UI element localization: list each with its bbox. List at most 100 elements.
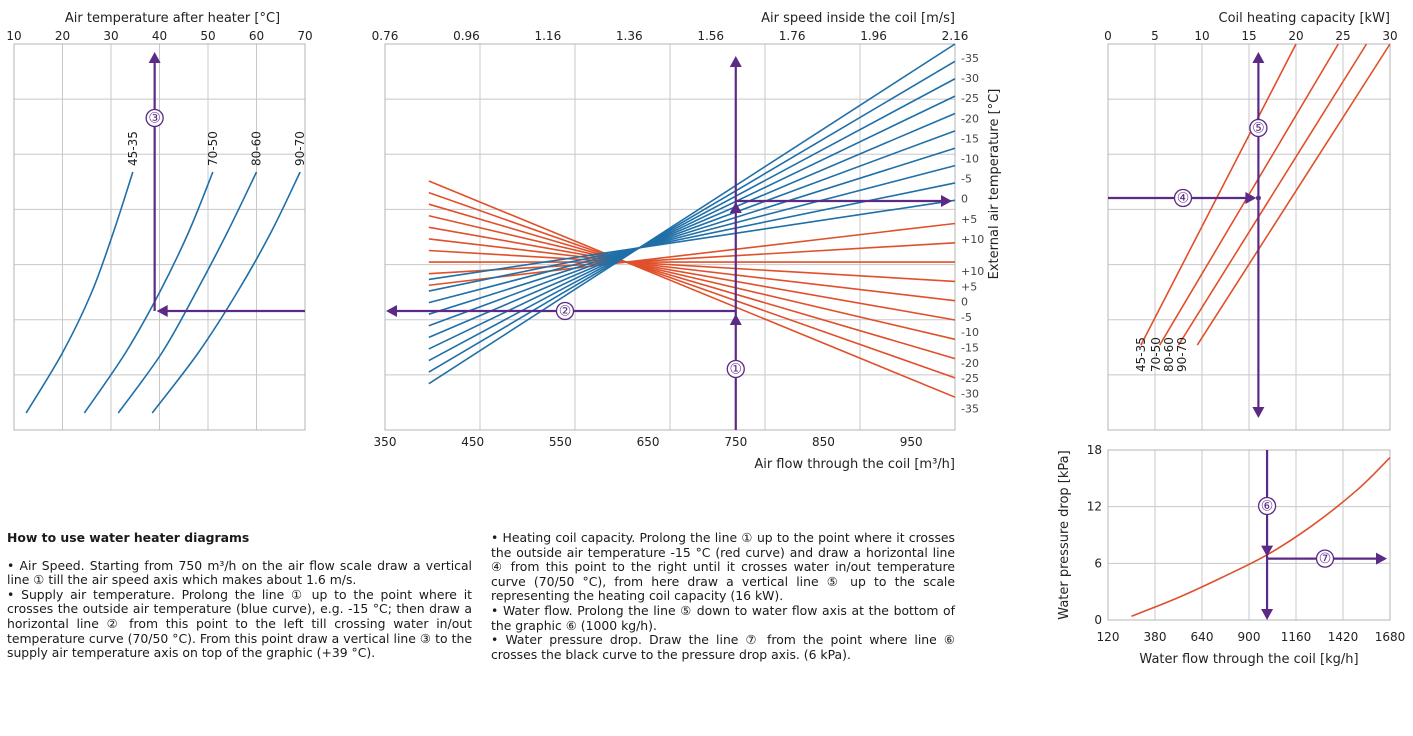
red-line--25 — [428, 203, 956, 360]
blue-series-label: -15 — [961, 342, 979, 355]
capacity-crossing-dot — [1255, 195, 1261, 201]
supply-curve-label: 80-60 — [250, 131, 264, 166]
red-series-label: -20 — [961, 112, 979, 125]
pressure-x-tick-label: 1160 — [1281, 630, 1312, 644]
arrow-5-head — [1252, 52, 1265, 63]
red-series-label: 0 — [961, 193, 968, 206]
supply-tick-label: 40 — [152, 29, 167, 43]
supply-axis-title: Air temperature after heater [°C] — [65, 11, 280, 26]
marker-5: ⑤ — [1252, 121, 1265, 137]
airflow-top-tick-label: 1.36 — [616, 29, 643, 43]
supply-tick-label: 30 — [103, 29, 118, 43]
supply-tick-label: 20 — [55, 29, 70, 43]
instruction-pressure-drop: • Water pressure drop. Draw the line ⑦ f… — [491, 632, 955, 662]
capacity-curve-label: 90-70 — [1175, 337, 1189, 372]
airflow-frame — [384, 43, 956, 431]
pressure-x-tick-label: 900 — [1238, 630, 1261, 644]
instructions-col2: • Heating coil capacity. Prolong the lin… — [491, 530, 955, 662]
supply-curve-70-50 — [83, 171, 214, 414]
red-series-label: -35 — [961, 52, 979, 65]
capacity-tick-label: 0 — [1104, 29, 1112, 43]
arrow-1-upper-head — [729, 202, 742, 213]
red-series-label: -25 — [961, 92, 979, 105]
marker-6: ⑥ — [1261, 499, 1274, 515]
red-line--30 — [428, 191, 956, 379]
supply-curve-label: 45-35 — [126, 131, 140, 166]
supply-tick-label: 70 — [297, 29, 312, 43]
supply-tick-label: 50 — [200, 29, 215, 43]
arrow-1-mid-head — [729, 314, 742, 325]
airflow-top-tick-label: 1.16 — [534, 29, 561, 43]
red-line--20 — [428, 214, 956, 341]
airflow-right-axis-title: External air temperature [°C] — [987, 89, 1002, 280]
arrow-7-head — [1376, 552, 1387, 565]
marker-6-circle — [1257, 496, 1277, 516]
red-series-label: -10 — [961, 153, 979, 166]
arrow-4-start-head — [941, 195, 952, 207]
airflow-top-tick-label: 0.96 — [453, 29, 480, 43]
airflow-bottom-axis-title: Air flow through the coil [m³/h] — [754, 457, 955, 472]
airflow-top-tick-label: 1.56 — [697, 29, 724, 43]
blue-series-label: -35 — [961, 403, 979, 416]
capacity-tick-label: 20 — [1288, 29, 1303, 43]
supply-curve-label: 70-50 — [206, 131, 220, 166]
red-series-label: -5 — [961, 173, 972, 186]
arrow-2-head — [386, 305, 397, 317]
airflow-bottom-tick-label: 450 — [461, 435, 484, 449]
pressure-curve — [1131, 456, 1391, 617]
capacity-tick-label: 15 — [1241, 29, 1256, 43]
airflow-bottom-tick-label: 750 — [724, 435, 747, 449]
pressure-frame — [1107, 449, 1391, 621]
blue-line--20 — [428, 95, 956, 350]
red-line--15 — [428, 226, 956, 321]
capacity-tick-label: 25 — [1335, 29, 1350, 43]
supply-tick-label: 10 — [6, 29, 21, 43]
supply-curve-80-60 — [117, 171, 258, 414]
red-line-+10 — [428, 222, 956, 287]
airflow-top-tick-label: 0.76 — [372, 29, 399, 43]
pressure-x-axis-title: Water flow through the coil [kg/h] — [1139, 652, 1358, 667]
pressure-x-tick-label: 640 — [1191, 630, 1214, 644]
airflow-bottom-tick-label: 550 — [549, 435, 572, 449]
red-series-label: +5 — [961, 213, 977, 226]
airflow-top-tick-label: 1.96 — [860, 29, 887, 43]
blue-series-label: -10 — [961, 326, 979, 339]
marker-1-circle — [726, 359, 745, 379]
arrow-6-mid-head — [1261, 545, 1274, 557]
instruction-water-flow: • Water flow. Prolong the line ⑤ down to… — [491, 602, 955, 633]
red-line--10 — [428, 238, 956, 302]
red-series-label: -30 — [961, 72, 979, 85]
supply-curve-45-35 — [25, 171, 134, 414]
capacity-curve-label: 45-35 — [1134, 337, 1148, 372]
red-line--5 — [428, 249, 956, 283]
capacity-tick-label: 5 — [1151, 29, 1159, 43]
airflow-bottom-tick-label: 950 — [900, 435, 923, 449]
marker-2-circle — [555, 301, 575, 321]
supply-tick-label: 60 — [249, 29, 264, 43]
arrow-3-head — [148, 52, 161, 63]
marker-4-circle — [1173, 188, 1193, 208]
blue-line--25 — [428, 78, 956, 362]
pressure-y-tick-label: 18 — [1087, 443, 1102, 457]
blue-line-+10 — [428, 199, 956, 281]
blue-line-+5 — [428, 182, 956, 292]
capacity-frame — [1107, 43, 1391, 431]
instruction-capacity: • Heating coil capacity. Prolong the lin… — [491, 530, 955, 604]
marker-5-circle — [1249, 118, 1268, 138]
capacity-curve-label: 80-60 — [1162, 337, 1176, 372]
pressure-x-tick-label: 1420 — [1328, 630, 1359, 644]
arrow-4-head — [1245, 192, 1257, 204]
arrow-1-head — [729, 56, 742, 67]
marker-4: ④ — [1177, 191, 1190, 207]
airflow-top-tick-label: 2.16 — [942, 29, 969, 43]
airflow-bottom-tick-label: 350 — [374, 435, 397, 449]
pressure-y-tick-label: 0 — [1094, 613, 1102, 627]
capacity-curve-label: 70-50 — [1149, 337, 1163, 372]
capacity-axis-title: Coil heating capacity [kW] — [1219, 11, 1390, 26]
blue-series-label: -25 — [961, 372, 979, 385]
red-line--35 — [428, 180, 956, 398]
blue-series-label: -30 — [961, 387, 979, 400]
capacity-tick-label: 30 — [1382, 29, 1397, 43]
arrow-6-head — [1261, 609, 1274, 620]
